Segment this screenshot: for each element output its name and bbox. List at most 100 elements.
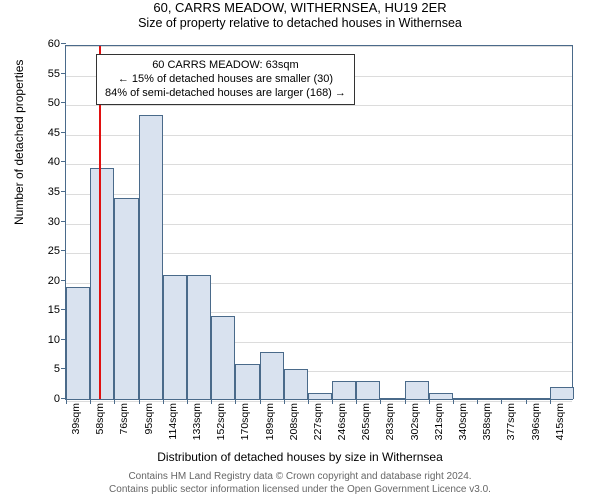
y-tick-label: 60 bbox=[48, 38, 60, 50]
histogram-bar bbox=[550, 387, 574, 399]
x-tick-mark bbox=[308, 399, 309, 404]
histogram-bar bbox=[308, 393, 332, 399]
histogram-bar bbox=[356, 381, 380, 399]
x-tick-label: 133sqm bbox=[191, 403, 203, 440]
x-tick-label: 283sqm bbox=[384, 403, 396, 440]
histogram-bar bbox=[380, 398, 404, 399]
histogram-bar bbox=[332, 381, 356, 399]
histogram-bar bbox=[90, 168, 114, 399]
x-tick-mark bbox=[332, 399, 333, 404]
x-tick-mark bbox=[235, 399, 236, 404]
x-tick-mark bbox=[284, 399, 285, 404]
y-tick-label: 40 bbox=[48, 156, 60, 168]
x-tick-mark bbox=[163, 399, 164, 404]
x-tick-label: 246sqm bbox=[336, 403, 348, 440]
y-tick-mark bbox=[61, 191, 66, 192]
chart-container: 60, CARRS MEADOW, WITHERNSEA, HU19 2ER S… bbox=[0, 0, 600, 500]
y-tick-mark bbox=[61, 250, 66, 251]
y-axis-label: Number of detached properties bbox=[12, 60, 26, 225]
y-tick-label: 15 bbox=[48, 304, 60, 316]
y-tick-label: 20 bbox=[48, 275, 60, 287]
histogram-bar bbox=[260, 352, 284, 399]
histogram-bar bbox=[284, 369, 308, 399]
y-tick-mark bbox=[61, 73, 66, 74]
chart-title: 60, CARRS MEADOW, WITHERNSEA, HU19 2ER bbox=[0, 0, 600, 15]
x-tick-mark bbox=[139, 399, 140, 404]
x-tick-label: 377sqm bbox=[505, 403, 517, 440]
x-tick-label: 189sqm bbox=[264, 403, 276, 440]
x-tick-mark bbox=[550, 399, 551, 404]
y-tick-label: 35 bbox=[48, 186, 60, 198]
x-tick-mark bbox=[90, 399, 91, 404]
histogram-bar bbox=[405, 381, 429, 399]
x-tick-mark bbox=[526, 399, 527, 404]
x-tick-label: 152sqm bbox=[215, 403, 227, 440]
x-tick-label: 58sqm bbox=[94, 403, 106, 435]
y-tick-label: 10 bbox=[48, 334, 60, 346]
y-tick-label: 45 bbox=[48, 127, 60, 139]
gridline bbox=[66, 105, 572, 106]
x-tick-label: 302sqm bbox=[409, 403, 421, 440]
footer-line1: Contains HM Land Registry data © Crown c… bbox=[0, 471, 600, 484]
annotation-box: 60 CARRS MEADOW: 63sqm ← 15% of detached… bbox=[96, 54, 355, 105]
x-tick-mark bbox=[356, 399, 357, 404]
x-tick-label: 358sqm bbox=[481, 403, 493, 440]
y-tick-mark bbox=[61, 368, 66, 369]
x-tick-mark bbox=[429, 399, 430, 404]
y-tick-label: 5 bbox=[54, 363, 60, 375]
x-axis-label: Distribution of detached houses by size … bbox=[0, 450, 600, 464]
histogram-bar bbox=[211, 316, 235, 399]
x-tick-mark bbox=[260, 399, 261, 404]
x-tick-label: 265sqm bbox=[360, 403, 372, 440]
footer: Contains HM Land Registry data © Crown c… bbox=[0, 471, 600, 496]
annotation-line1: 60 CARRS MEADOW: 63sqm bbox=[105, 59, 346, 73]
y-tick-mark bbox=[61, 132, 66, 133]
histogram-bar bbox=[501, 398, 525, 399]
histogram-bar bbox=[429, 393, 453, 399]
histogram-bar bbox=[187, 275, 211, 399]
x-tick-mark bbox=[187, 399, 188, 404]
plot-area: 60 CARRS MEADOW: 63sqm ← 15% of detached… bbox=[65, 45, 573, 400]
x-tick-mark bbox=[405, 399, 406, 404]
x-tick-label: 415sqm bbox=[554, 403, 566, 440]
y-tick-mark bbox=[61, 102, 66, 103]
x-tick-mark bbox=[380, 399, 381, 404]
y-tick-mark bbox=[61, 161, 66, 162]
y-tick-mark bbox=[61, 309, 66, 310]
y-tick-label: 30 bbox=[48, 216, 60, 228]
gridline bbox=[66, 46, 572, 47]
x-tick-label: 321sqm bbox=[433, 403, 445, 440]
x-tick-label: 396sqm bbox=[530, 403, 542, 440]
y-tick-mark bbox=[61, 221, 66, 222]
x-tick-mark bbox=[501, 399, 502, 404]
chart-subtitle: Size of property relative to detached ho… bbox=[0, 16, 600, 30]
x-tick-mark bbox=[66, 399, 67, 404]
x-tick-mark bbox=[114, 399, 115, 404]
x-tick-mark bbox=[211, 399, 212, 404]
y-tick-mark bbox=[61, 280, 66, 281]
histogram-bar bbox=[477, 398, 501, 399]
histogram-bar bbox=[526, 398, 550, 399]
y-tick-label: 0 bbox=[54, 393, 60, 405]
histogram-bar bbox=[139, 115, 163, 399]
x-tick-label: 170sqm bbox=[239, 403, 251, 440]
footer-line2: Contains public sector information licen… bbox=[0, 484, 600, 497]
x-tick-label: 76sqm bbox=[118, 403, 130, 435]
histogram-bar bbox=[235, 364, 259, 400]
histogram-bar bbox=[163, 275, 187, 399]
annotation-line2: ← 15% of detached houses are smaller (30… bbox=[105, 73, 346, 87]
x-tick-mark bbox=[453, 399, 454, 404]
y-tick-mark bbox=[61, 43, 66, 44]
y-tick-label: 50 bbox=[48, 97, 60, 109]
x-tick-label: 114sqm bbox=[167, 403, 179, 440]
histogram-bar bbox=[66, 287, 90, 399]
x-tick-label: 95sqm bbox=[143, 403, 155, 435]
x-tick-label: 227sqm bbox=[312, 403, 324, 440]
x-tick-label: 39sqm bbox=[70, 403, 82, 435]
gridline bbox=[66, 401, 572, 402]
y-tick-label: 55 bbox=[48, 68, 60, 80]
x-tick-mark bbox=[477, 399, 478, 404]
histogram-bar bbox=[453, 398, 477, 399]
y-tick-label: 25 bbox=[48, 245, 60, 257]
histogram-bar bbox=[114, 198, 138, 399]
